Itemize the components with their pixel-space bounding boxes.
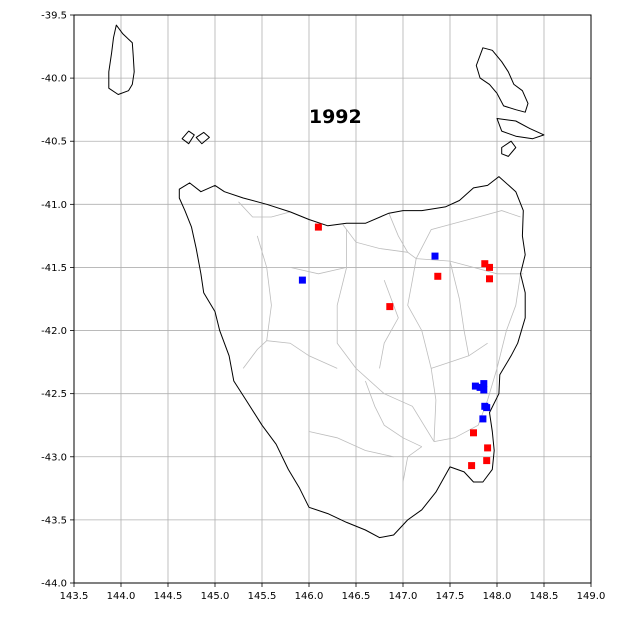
x-tick-label: 147.5 <box>436 591 465 602</box>
x-tick-label: 148.5 <box>530 591 559 602</box>
data-point <box>480 386 488 394</box>
data-point <box>470 429 477 437</box>
x-tick-label: 149.0 <box>577 591 606 602</box>
data-point <box>483 404 491 412</box>
road-line <box>256 235 272 341</box>
y-axis-ticks: -39.5 -40.0 -40.5 -41.0 -41.5 -42.0 -42.5 -43.0… <box>41 11 74 590</box>
road-line <box>308 431 394 458</box>
x-tick-label: 146.5 <box>342 591 371 602</box>
road-line <box>379 279 399 369</box>
data-point <box>483 457 491 465</box>
road-line <box>266 266 347 275</box>
x-tick-label: 143.5 <box>60 591 89 602</box>
data-point <box>468 462 476 470</box>
coastline-outline <box>178 176 526 539</box>
road-network <box>238 201 524 483</box>
data-points <box>298 223 493 470</box>
data-point <box>480 380 488 388</box>
road-line <box>365 380 422 448</box>
plot-frame <box>73 14 592 584</box>
coastline-outline <box>496 118 545 140</box>
coastline-outline <box>475 47 529 113</box>
x-tick-label: 148.0 <box>483 591 512 602</box>
data-point <box>434 272 442 280</box>
data-point <box>471 382 479 390</box>
y-tick-label: -40.5 <box>41 137 67 148</box>
data-point <box>481 260 489 268</box>
road-line <box>431 342 488 369</box>
y-tick-label: -41.0 <box>41 200 67 211</box>
road-line <box>266 340 338 369</box>
x-tick-label: 147.0 <box>389 591 418 602</box>
coastline-outline <box>181 130 195 145</box>
coastline-outline <box>108 24 135 95</box>
coastline-outline <box>501 140 517 157</box>
data-point <box>314 223 322 231</box>
road-line <box>433 273 521 442</box>
data-point <box>484 444 492 452</box>
y-tick-label: -42.5 <box>41 389 67 400</box>
coastline <box>108 24 545 539</box>
road-line <box>415 210 521 259</box>
data-point <box>386 303 394 311</box>
data-point <box>479 415 487 423</box>
coastline-outline <box>195 131 210 145</box>
y-tick-label: -39.5 <box>41 11 67 22</box>
y-tick-label: -43.0 <box>41 452 67 463</box>
road-line <box>238 201 291 218</box>
x-axis-ticks: 143.5 144.0 144.5 145.0 145.5 146.0 146.5 147.0… <box>60 583 606 602</box>
data-point <box>431 252 439 260</box>
y-tick-label: -42.0 <box>41 326 67 337</box>
road-line <box>242 340 267 369</box>
road-line <box>402 446 423 483</box>
data-point <box>476 383 484 391</box>
y-tick-label: -40.0 <box>41 74 67 85</box>
y-tick-label: -43.5 <box>41 515 67 526</box>
data-point <box>298 276 306 284</box>
y-tick-label: -44.0 <box>41 579 67 590</box>
x-tick-label: 146.0 <box>295 591 324 602</box>
y-tick-label: -41.5 <box>41 263 67 274</box>
road-line <box>388 213 409 253</box>
road-line <box>336 229 435 442</box>
data-point <box>486 263 493 271</box>
data-point <box>486 275 493 283</box>
x-tick-label: 144.5 <box>154 591 183 602</box>
road-line <box>407 258 437 442</box>
x-tick-label: 144.0 <box>107 591 136 602</box>
x-tick-label: 145.0 <box>201 591 230 602</box>
x-tick-label: 145.5 <box>248 591 277 602</box>
road-line <box>449 261 470 356</box>
plot-title: 1992 <box>309 106 362 128</box>
